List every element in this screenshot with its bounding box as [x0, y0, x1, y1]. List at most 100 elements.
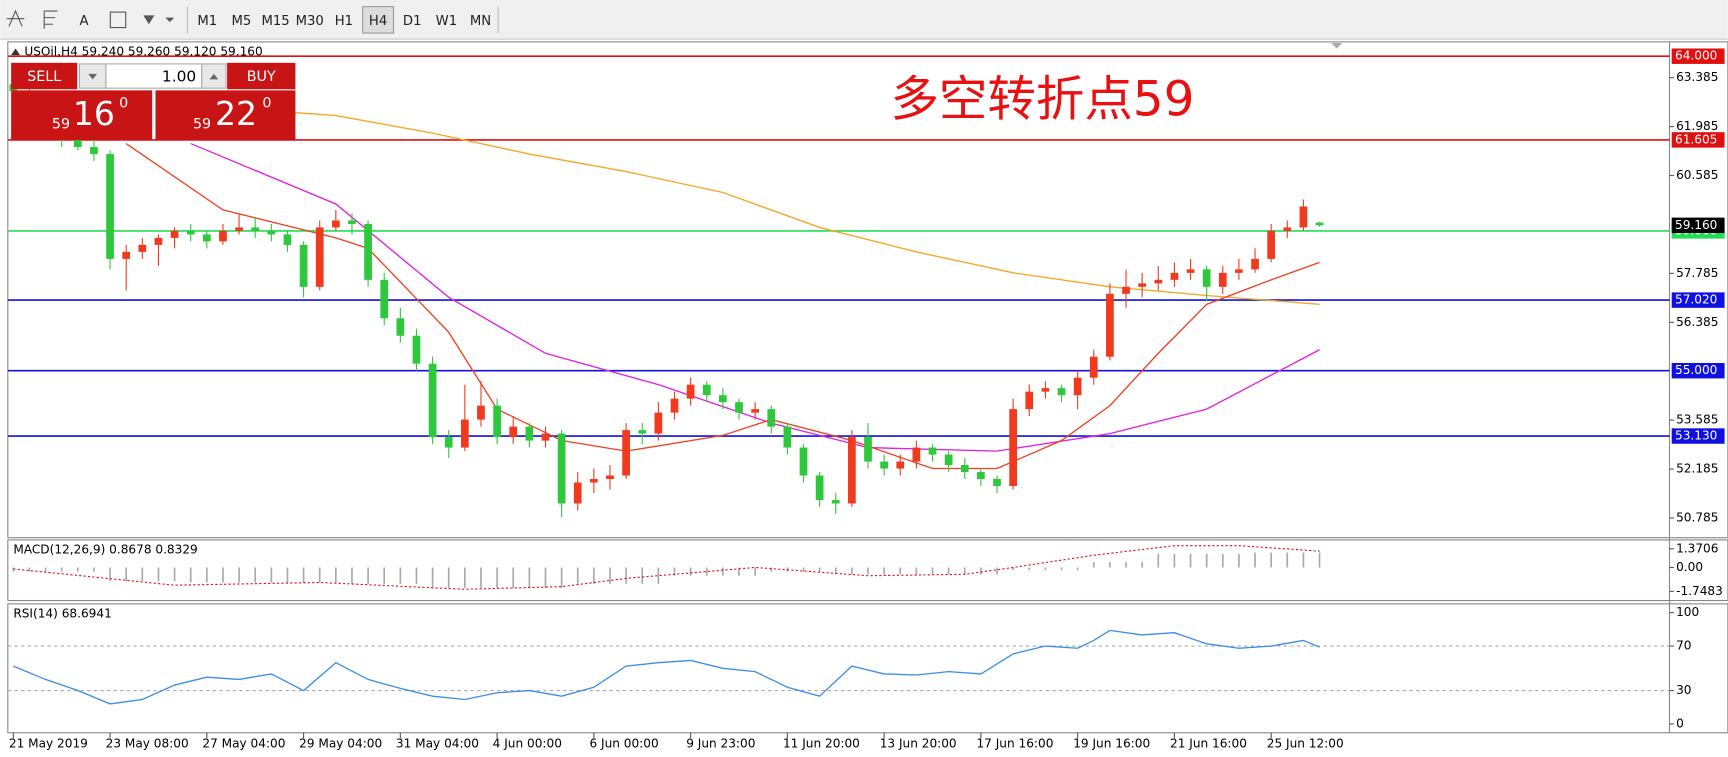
candle-body	[1202, 269, 1211, 287]
candle-body	[719, 395, 727, 403]
x-tick-label: 9 Jun 23:00	[686, 736, 755, 750]
candle-body	[573, 482, 582, 504]
candle-body	[1106, 293, 1114, 357]
ask-button[interactable]	[155, 90, 296, 140]
candle-body	[654, 412, 663, 434]
candle-body	[1235, 269, 1243, 273]
timeframe-button[interactable]: W1	[436, 14, 457, 29]
timeframe-button[interactable]: MN	[470, 14, 491, 29]
x-tick-label: 21 Jun 16:00	[1170, 736, 1247, 750]
candle-body	[686, 384, 695, 399]
candle-body	[1186, 269, 1195, 273]
candle-body	[848, 437, 856, 504]
title-icon	[11, 48, 20, 56]
y-tick-label: 57.785	[1676, 266, 1718, 280]
sell-label[interactable]: SELL	[27, 69, 61, 85]
level-label-bg	[1671, 362, 1725, 379]
candle-body	[1170, 272, 1179, 280]
bid-prefix[interactable]: 59	[52, 117, 70, 133]
y-tick-label: 0	[1676, 716, 1684, 730]
candle-body	[880, 461, 888, 469]
candle-body	[928, 447, 937, 455]
candle-body	[541, 433, 550, 441]
candle-body	[896, 461, 905, 469]
x-tick-label: 29 May 04:00	[299, 736, 382, 750]
y-tick-label: 70	[1676, 639, 1691, 653]
candle-body	[331, 220, 340, 228]
candle-body	[1283, 227, 1292, 231]
candle-body	[396, 318, 405, 336]
candle-body	[251, 227, 260, 231]
candle-body	[638, 430, 647, 434]
candle-body	[299, 244, 308, 287]
timeframe-button[interactable]: M5	[232, 14, 252, 29]
timeframe-button[interactable]: M15	[261, 14, 289, 29]
tool-icon[interactable]	[43, 10, 58, 29]
buy-label[interactable]: BUY	[247, 69, 276, 85]
candle-body	[783, 426, 792, 448]
candle-body	[73, 140, 82, 148]
macd-title: MACD(12,26,9) 0.8678 0.8329	[13, 542, 197, 556]
bid-button[interactable]	[11, 90, 153, 140]
candle-body	[1122, 286, 1130, 294]
candle-body	[1025, 391, 1034, 410]
candle-body	[460, 419, 469, 448]
candle-body	[525, 426, 534, 441]
current-price-bg	[1671, 217, 1725, 234]
level-label-bg	[1671, 428, 1725, 444]
level-label-bg	[1671, 292, 1725, 308]
y-tick-label: 50.785	[1676, 510, 1718, 524]
timeframe-button[interactable]: H4	[369, 14, 387, 29]
x-tick-label: 19 Jun 16:00	[1073, 736, 1150, 750]
arrow-icon	[209, 73, 219, 80]
candle-body	[1154, 279, 1163, 284]
timeframe-button[interactable]: H1	[335, 14, 353, 29]
level-label-bg	[1671, 132, 1725, 148]
ask-main[interactable]: 22	[215, 94, 257, 133]
candle-body	[622, 430, 630, 476]
candle-body	[735, 402, 743, 413]
active-timeframe	[362, 6, 395, 34]
candle-body	[1041, 388, 1050, 392]
candle-body	[864, 437, 872, 462]
candle-body	[1267, 230, 1276, 259]
bid-main[interactable]: 16	[73, 94, 115, 133]
candle-body	[364, 223, 372, 280]
candle-body	[590, 479, 598, 483]
tool-icon[interactable]	[109, 11, 127, 29]
level-label-bg	[1671, 48, 1725, 64]
level-label: 57.020	[1675, 293, 1717, 307]
candle-body	[412, 335, 421, 364]
candle-body	[90, 147, 98, 155]
timeframe-button[interactable]: M1	[197, 14, 217, 29]
candle-body	[219, 230, 227, 242]
x-tick-label: 23 May 08:00	[106, 736, 189, 750]
candle-body	[380, 279, 389, 319]
tool-icon[interactable]	[6, 9, 25, 27]
lot-value[interactable]: 1.00	[162, 68, 196, 86]
candle-body	[1089, 356, 1098, 378]
tool-icon[interactable]: A	[79, 14, 88, 29]
candle-body	[186, 230, 195, 235]
y-tick-label: 0.00	[1676, 560, 1703, 574]
y-tick-label: 1.3706	[1676, 541, 1718, 555]
rsi-line	[13, 629, 1320, 705]
bid-sup[interactable]: 0	[119, 96, 128, 112]
x-tick-label: 4 Jun 00:00	[493, 736, 562, 750]
buy-button[interactable]	[227, 62, 296, 90]
macd-signal	[13, 545, 1320, 590]
timeframe-button[interactable]: M30	[296, 14, 324, 29]
candle-body	[1251, 258, 1259, 270]
candle-body	[1299, 206, 1308, 228]
chart-title: USOil,H4 59.240 59.260 59.120 59.160	[24, 44, 262, 58]
ask-sup[interactable]: 0	[262, 96, 271, 112]
timeframe-button[interactable]: D1	[403, 14, 422, 29]
candle-body	[1138, 283, 1147, 287]
candle-body	[154, 237, 163, 245]
sell-button[interactable]	[11, 62, 78, 90]
candle-body	[944, 454, 953, 466]
lot-input[interactable]	[105, 63, 203, 89]
ask-prefix[interactable]: 59	[193, 117, 211, 133]
